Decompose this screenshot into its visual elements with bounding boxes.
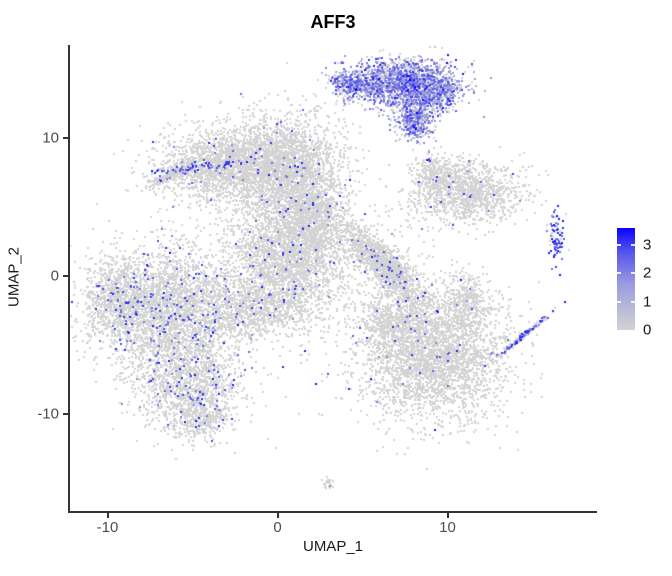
x-tick-label: 0 [273, 519, 282, 536]
x-axis-line [68, 511, 597, 513]
x-tick-mark [106, 513, 109, 518]
colorbar-tick-label: 1 [643, 293, 652, 311]
colorbar-tick-label: 0 [643, 321, 652, 339]
colorbar-tick-mark [631, 300, 635, 303]
colorbar-tick-mark [631, 272, 635, 275]
x-tick-mark [276, 513, 279, 518]
x-tick-mark [446, 513, 449, 518]
expression-colorbar [617, 228, 635, 330]
y-axis-line [68, 45, 70, 512]
y-tick-label: -10 [37, 405, 59, 423]
y-tick-label: 10 [42, 129, 59, 147]
colorbar-tick-mark [617, 244, 621, 246]
colorbar-tick-label: 3 [643, 236, 652, 254]
y-axis-title: UMAP_2 [5, 246, 23, 308]
x-tick-label: -10 [96, 519, 119, 536]
x-tick-label: 10 [439, 519, 456, 536]
x-axis-title: UMAP_1 [302, 538, 364, 555]
y-tick-label: 0 [50, 267, 59, 285]
y-tick-mark [63, 137, 68, 139]
y-tick-mark [63, 413, 68, 415]
plot-title: AFF3 [310, 12, 356, 32]
y-tick-mark [63, 275, 68, 277]
colorbar-tick-label: 2 [643, 264, 652, 282]
colorbar-gradient [617, 228, 635, 330]
colorbar-tick-mark [631, 244, 635, 246]
colorbar-tick-mark [617, 300, 621, 303]
colorbar-tick-mark [617, 272, 621, 275]
